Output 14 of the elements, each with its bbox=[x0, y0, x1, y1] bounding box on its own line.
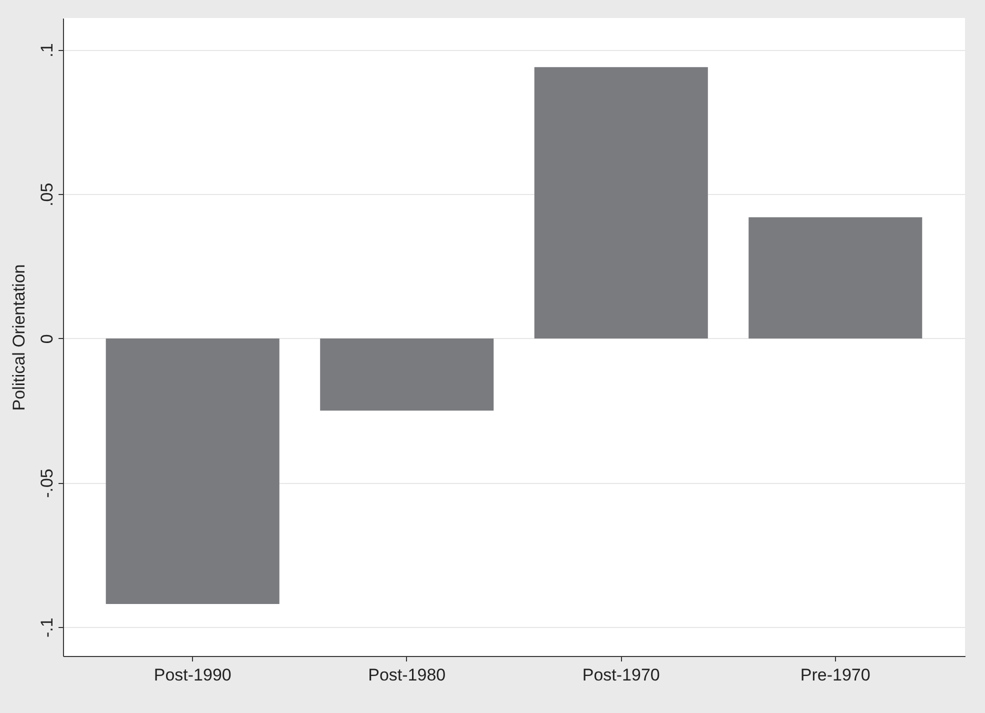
x-tick-label: Post-1990 bbox=[154, 666, 232, 684]
y-tick-label: .1 bbox=[38, 43, 56, 58]
y-tick-label: 0 bbox=[38, 334, 56, 344]
bar bbox=[320, 338, 494, 411]
bar bbox=[748, 217, 922, 338]
x-tick-label: Post-1980 bbox=[368, 666, 446, 684]
y-tick-label: -.1 bbox=[38, 618, 56, 638]
y-tick-label: -.05 bbox=[38, 468, 56, 498]
x-tick-label: Pre-1970 bbox=[800, 666, 870, 684]
bar bbox=[534, 67, 708, 338]
y-axis-title: Political Orientation bbox=[10, 264, 28, 411]
bar bbox=[106, 338, 280, 604]
x-tick-label: Post-1970 bbox=[582, 666, 660, 684]
y-tick-label: .05 bbox=[38, 182, 56, 206]
